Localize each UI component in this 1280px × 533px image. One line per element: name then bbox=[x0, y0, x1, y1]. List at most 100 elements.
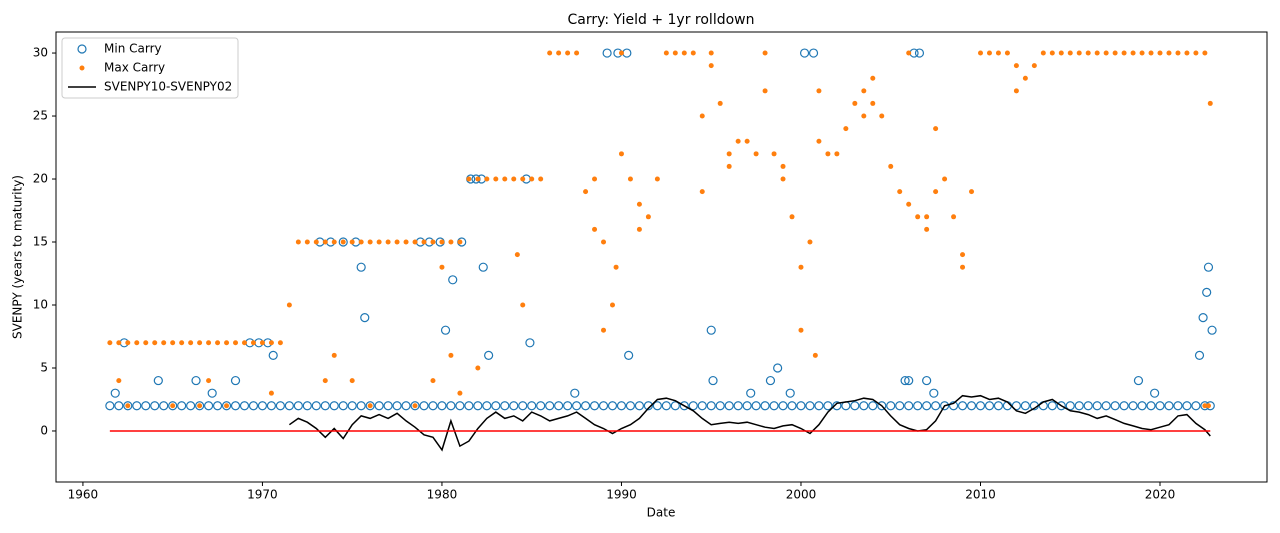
scatter-point bbox=[320, 401, 330, 411]
scatter-point bbox=[799, 48, 810, 58]
scatter-point bbox=[986, 50, 992, 56]
scatter-point bbox=[814, 401, 824, 411]
scatter-point bbox=[574, 50, 580, 56]
scatter-point bbox=[592, 226, 598, 232]
scatter-point bbox=[141, 401, 151, 411]
scatter-point bbox=[609, 302, 615, 308]
scatter-point bbox=[570, 388, 580, 398]
scatter-point bbox=[1182, 401, 1192, 411]
scatter-point bbox=[625, 401, 636, 411]
scatter-point bbox=[733, 401, 743, 411]
scatter-point bbox=[304, 239, 310, 245]
scatter-point bbox=[358, 239, 364, 245]
scatter-point bbox=[493, 176, 499, 182]
scatter-point bbox=[143, 340, 149, 346]
scatter-point bbox=[179, 340, 185, 346]
scatter-point bbox=[966, 401, 977, 411]
scatter-point bbox=[448, 239, 454, 245]
scatter-point bbox=[778, 401, 788, 411]
scatter-point bbox=[1065, 401, 1075, 411]
scatter-point bbox=[942, 176, 948, 182]
scatter-point bbox=[212, 401, 223, 411]
scatter-point bbox=[607, 401, 618, 411]
scatter-point bbox=[195, 401, 205, 411]
legend-swatch bbox=[79, 65, 85, 71]
scatter-point bbox=[430, 378, 436, 384]
scatter-point bbox=[913, 401, 923, 411]
scatter-point bbox=[601, 327, 607, 333]
y-axis-label: SVENPY (years to maturity) bbox=[11, 175, 25, 339]
scatter-point bbox=[922, 401, 932, 411]
scatter-point bbox=[939, 401, 950, 411]
scatter-point bbox=[706, 325, 716, 335]
scatter-point bbox=[771, 151, 777, 157]
scatter-point bbox=[385, 239, 391, 245]
scatter-point bbox=[439, 264, 445, 270]
scatter-point bbox=[1130, 50, 1136, 56]
scatter-point bbox=[376, 239, 382, 245]
scatter-point bbox=[170, 403, 176, 409]
scatter-point bbox=[347, 401, 357, 411]
scatter-point bbox=[1207, 100, 1213, 106]
scatter-point bbox=[123, 401, 133, 411]
scatter-point bbox=[861, 113, 867, 119]
scatter-point bbox=[960, 252, 966, 258]
scatter-point bbox=[1207, 325, 1217, 335]
scatter-point bbox=[984, 401, 995, 411]
scatter-point bbox=[624, 350, 634, 360]
scatter-point bbox=[410, 401, 420, 411]
scatter-point bbox=[785, 388, 795, 398]
scatter-point bbox=[159, 401, 169, 411]
scatter-point bbox=[598, 401, 609, 411]
scatter-point bbox=[125, 403, 131, 409]
scatter-point bbox=[931, 401, 941, 411]
scatter-point bbox=[170, 340, 176, 346]
scatter-point bbox=[367, 403, 373, 409]
legend-box bbox=[61, 37, 239, 99]
scatter-point bbox=[583, 189, 589, 195]
scatter-point bbox=[1110, 401, 1120, 411]
scatter-point bbox=[188, 340, 194, 346]
scatter-point bbox=[1157, 50, 1163, 56]
scatter-point bbox=[1128, 401, 1138, 411]
scatter-point bbox=[527, 401, 537, 411]
scatter-point bbox=[116, 378, 122, 384]
scatter-point bbox=[1173, 401, 1183, 411]
scatter-point bbox=[914, 48, 925, 58]
scatter-point bbox=[448, 275, 458, 285]
legend-label: Min Carry bbox=[104, 42, 162, 56]
scatter-point bbox=[688, 401, 698, 411]
scatter-point bbox=[1031, 63, 1037, 69]
scatter-point bbox=[870, 75, 876, 81]
scatter-point bbox=[807, 239, 813, 245]
scatter-point bbox=[708, 50, 714, 56]
legend: Min Carry Max Carry SVENPY10-SVENPY02 bbox=[61, 37, 239, 99]
scatter-point bbox=[735, 138, 741, 144]
scatter-point bbox=[365, 401, 375, 411]
scatter-point bbox=[904, 375, 914, 386]
scatter-point bbox=[708, 63, 714, 69]
scatter-point bbox=[403, 239, 409, 245]
scatter-point bbox=[401, 401, 411, 411]
scatter-point bbox=[636, 226, 642, 232]
scatter-point bbox=[464, 401, 474, 411]
scatter-point bbox=[933, 189, 939, 195]
scatter-point bbox=[514, 252, 520, 258]
scatter-point bbox=[440, 325, 451, 335]
scatter-point bbox=[951, 214, 957, 220]
scatter-point bbox=[107, 340, 113, 346]
scatter-point bbox=[1083, 401, 1093, 411]
scatter-point bbox=[1092, 401, 1102, 411]
scatter-point bbox=[491, 401, 501, 411]
scatter-point bbox=[762, 88, 768, 94]
scatter-point bbox=[924, 214, 930, 220]
scatter-point bbox=[1148, 50, 1154, 56]
scatter-point bbox=[340, 239, 346, 245]
scatter-point bbox=[900, 375, 910, 386]
scatter-point bbox=[241, 340, 247, 346]
scatter-point bbox=[239, 401, 250, 411]
scatter-point bbox=[618, 50, 624, 56]
scatter-point bbox=[565, 50, 571, 56]
scatter-point bbox=[1040, 50, 1046, 56]
